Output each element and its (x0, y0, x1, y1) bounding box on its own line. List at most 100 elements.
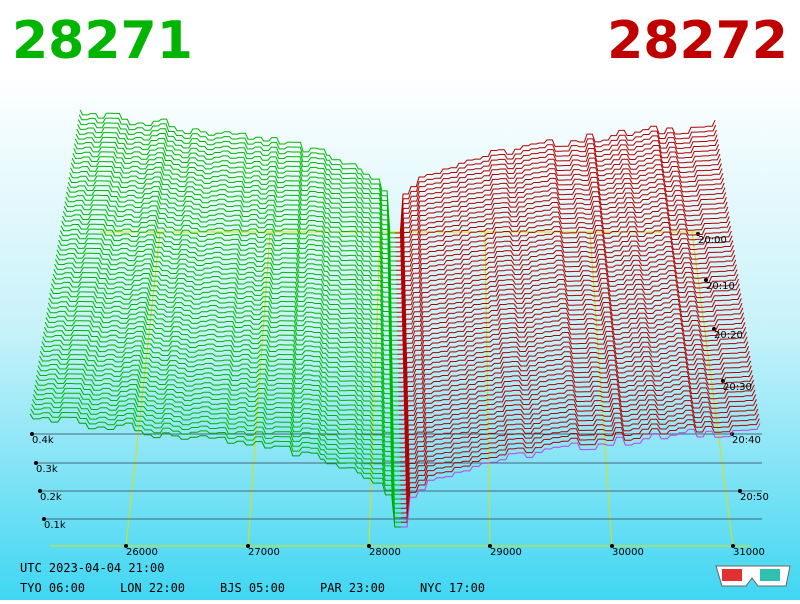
tick-dot (34, 461, 38, 465)
bid-depth-line (67, 181, 397, 304)
time-label: 20:20 (714, 330, 743, 341)
bid-depth-line (47, 307, 399, 425)
tick-dot (367, 544, 371, 548)
ask-depth-line (400, 408, 759, 514)
ask-depth-line (397, 240, 734, 351)
bid-depth-line (30, 408, 401, 523)
ask-depth-line (396, 177, 725, 290)
bid-depth-line (40, 346, 400, 463)
x-tick-label: 31000 (733, 547, 765, 558)
x-tick-label: 27000 (248, 547, 280, 558)
ask-depth-line (398, 269, 738, 379)
ask-depth-line (400, 375, 754, 481)
ask-depth-line (396, 168, 723, 281)
time-label: 20:10 (706, 281, 735, 292)
ask-depth-line (395, 153, 721, 267)
bid-depth-line (69, 172, 397, 295)
x-tick-label: 28000 (369, 547, 401, 558)
bid-depth-line (35, 374, 401, 491)
ask-depth-line (398, 312, 745, 421)
ask-depth-line (398, 278, 740, 388)
ask-depth-line (398, 298, 742, 407)
bid-depth-line (32, 394, 401, 509)
bid-depth-line (35, 379, 401, 495)
ask-depth-line (400, 403, 758, 509)
ask-depth-line (397, 235, 733, 346)
bid-depth-line (56, 249, 398, 369)
ask-depth-line (396, 196, 727, 309)
bid-depth-line (39, 350, 400, 467)
bid-depth-line (38, 360, 400, 477)
bid-depth-line (78, 114, 396, 239)
bid-depth-line (64, 201, 397, 323)
ask-depth-line (399, 331, 747, 439)
ask-depth-line (395, 134, 718, 248)
tick-dot (610, 544, 614, 548)
bid-depth-line (59, 230, 398, 351)
glasses-icon[interactable] (715, 565, 791, 587)
ask-depth-line (399, 365, 752, 472)
bid-depth-line (66, 186, 397, 309)
price-grid-line (125, 231, 161, 547)
ask-depth-line (401, 423, 761, 528)
ask-depth-line (397, 225, 732, 337)
bid-depth-line (34, 384, 401, 500)
bid-depth-line (57, 244, 398, 365)
bid-depth-line (71, 157, 396, 281)
ask-depth-line (396, 172, 724, 285)
bid-depth-line (74, 138, 396, 262)
ask-depth-line (398, 317, 745, 425)
ask-depth-line (397, 254, 736, 365)
ask-depth-line (396, 182, 725, 295)
timezone-time: BJS 05:00 (220, 581, 285, 595)
bid-depth-line (62, 210, 397, 332)
ask-depth-line (398, 288, 741, 397)
bid-depth-line (72, 153, 396, 276)
tick-dot (488, 544, 492, 548)
bid-depth-line (45, 317, 400, 435)
tick-dot (738, 489, 742, 493)
ask-depth-line (397, 245, 735, 355)
tick-dot (124, 544, 128, 548)
ask-depth-line (400, 384, 755, 491)
bid-depth-line (77, 119, 396, 243)
bid-depth-line (73, 143, 396, 267)
time-label: 20:50 (740, 492, 769, 503)
ask-depth-line (395, 129, 717, 243)
ask-depth-line (397, 230, 732, 341)
ask-depth-line (399, 350, 750, 458)
bid-depth-line (79, 109, 395, 234)
x-tick-label: 29000 (490, 547, 522, 558)
bid-depth-line (62, 215, 398, 337)
ask-depth-line (398, 293, 742, 402)
ask-depth-line (398, 283, 740, 393)
tick-dot (38, 489, 42, 493)
bid-depth-line (48, 297, 399, 416)
price-grid-line (368, 231, 381, 547)
cyan-lens (760, 569, 780, 581)
utc-time: UTC 2023-04-04 21:00 (20, 561, 165, 575)
bid-depth-line (42, 336, 400, 453)
bid-depth-line (50, 288, 399, 407)
ask-depth-line (395, 119, 716, 234)
bid-depth-line (75, 133, 396, 257)
ask-depth-line (396, 216, 730, 327)
bid-depth-line (53, 268, 399, 388)
volume-label: 0.3k (36, 464, 58, 475)
ask-depth-line (400, 399, 757, 505)
price-grid-line (589, 231, 613, 547)
bid-depth-line (52, 273, 399, 393)
bid-depth-line (73, 148, 396, 271)
ask-depth-line (396, 206, 729, 318)
ask-depth-line (400, 418, 760, 523)
ask-depth-line (399, 322, 746, 430)
ask-depth-line (396, 187, 726, 299)
bid-depth-line (36, 370, 401, 486)
volume-label: 0.1k (44, 520, 66, 531)
bid-depth-line (63, 206, 397, 327)
bid-depth-line (43, 331, 400, 449)
red-lens (722, 569, 742, 581)
bid-depth-line (37, 365, 400, 481)
bid-depth-line (76, 128, 396, 253)
